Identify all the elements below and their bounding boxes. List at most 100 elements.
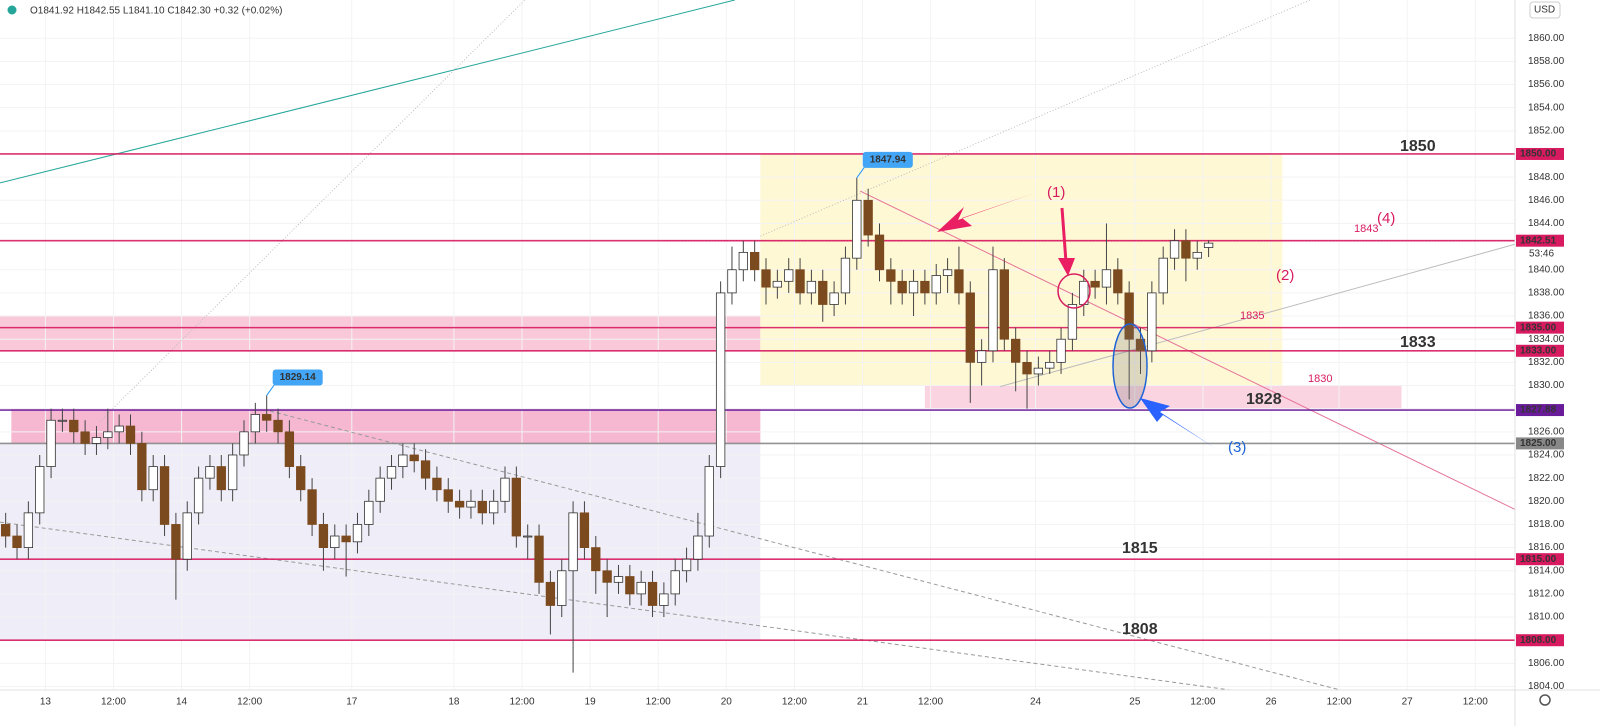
candle-body [1192, 251, 1202, 259]
marker-label: (4) [1377, 210, 1395, 227]
y-tick-label: 1804.00 [1528, 681, 1565, 692]
highlight-ellipse [1112, 323, 1148, 409]
candle-body [239, 431, 249, 456]
candle-body [670, 570, 680, 595]
y-tick-label: 1836.00 [1528, 311, 1565, 322]
x-tick-label: 12:00 [101, 697, 126, 708]
candle-body [1011, 338, 1021, 363]
candle-body [12, 535, 22, 549]
candle-body [591, 547, 601, 572]
candle-body [454, 500, 465, 508]
candle-body [1045, 361, 1055, 369]
zone [11, 408, 761, 444]
x-tick-label: 12:00 [237, 697, 262, 708]
x-tick-label: 17 [346, 697, 358, 708]
candle-body [443, 489, 453, 502]
level-label: 1842.51 [1520, 235, 1557, 246]
marker-label: (1) [1047, 184, 1065, 201]
candle-body [35, 466, 45, 514]
x-tick-label: 24 [1030, 697, 1042, 708]
y-tick-label: 1846.00 [1528, 195, 1565, 206]
candle-body [171, 524, 181, 560]
candle-body [511, 477, 522, 537]
candle-body [568, 512, 578, 572]
currency-button[interactable] [1529, 1, 1561, 19]
candle-body [296, 466, 306, 491]
level-note: 1808 [1122, 621, 1158, 638]
level-note: 1850 [1400, 138, 1436, 155]
candle-body [852, 199, 862, 259]
x-tick-label: 12:00 [918, 697, 943, 708]
candle-body [647, 581, 658, 606]
level-note: 1833 [1400, 334, 1436, 351]
candle-body [262, 414, 272, 421]
x-tick-label: 12:00 [1463, 697, 1488, 708]
candle-body [227, 454, 238, 491]
candle-body [500, 477, 510, 502]
candle-body [931, 275, 941, 294]
candle-body [795, 269, 805, 294]
candle-body [863, 199, 873, 236]
y-tick-label: 1860.00 [1528, 33, 1565, 44]
candle-body [330, 535, 340, 549]
candle-body [1101, 269, 1112, 288]
candle-body [46, 419, 56, 467]
candle-body [1022, 361, 1032, 375]
candle-body [908, 280, 919, 294]
candle-body [829, 292, 839, 305]
candle-body [182, 512, 192, 560]
y-tick-label: 1838.00 [1528, 288, 1565, 299]
level-note: 1843 [1354, 223, 1378, 235]
candle-body [137, 443, 147, 491]
candle-body [988, 269, 998, 352]
currency[interactable]: USD [1534, 5, 1555, 16]
candle-body [772, 280, 783, 288]
candle-body [602, 570, 612, 583]
x-tick-label: 13 [40, 697, 52, 708]
y-tick-label: 1856.00 [1528, 79, 1565, 90]
candle-body [976, 350, 987, 363]
y-tick-label: 1858.00 [1528, 56, 1565, 67]
x-tick-label: 12:00 [510, 697, 535, 708]
arrow [1058, 258, 1075, 276]
settings-button[interactable] [1539, 694, 1551, 706]
level-tag [1516, 437, 1564, 450]
x-tick-label: 12:00 [782, 697, 807, 708]
candle-body [193, 477, 204, 514]
level-label: 1833.00 [1520, 345, 1557, 356]
arrow [1140, 398, 1215, 448]
candle-body [375, 477, 385, 502]
candle-body [488, 500, 499, 514]
highlight-circle [1057, 273, 1091, 309]
y-tick-label: 1830.00 [1528, 380, 1565, 391]
countdown: 53:46 [1529, 249, 1554, 260]
level-label: 1835.00 [1520, 322, 1557, 333]
candle-body [613, 576, 624, 583]
y-tick-label: 1826.00 [1528, 426, 1565, 437]
candle-body [250, 414, 260, 433]
candle-body [942, 269, 953, 276]
candle-body [114, 425, 124, 433]
level-note: 1815 [1122, 540, 1158, 557]
y-tick-label: 1810.00 [1528, 612, 1565, 623]
x-tick-label: 14 [176, 697, 188, 708]
candle-body [91, 437, 102, 444]
candle-body [523, 535, 533, 538]
level-label: 1850.00 [1520, 149, 1557, 160]
ohlc-legend: O1841.92 H1842.55 L1841.10 C1842.30 +0.3… [30, 6, 282, 17]
trend-line [999, 243, 1515, 388]
trend-line [99, 0, 526, 422]
candle-body [1158, 257, 1168, 294]
level-note: 1835 [1240, 310, 1264, 322]
candle-body [125, 425, 136, 444]
level-tag [1516, 344, 1564, 357]
x-tick-label: 19 [585, 697, 597, 708]
candle-body [761, 269, 771, 288]
candle-body [920, 280, 930, 294]
marker-label: (3) [1228, 439, 1246, 456]
candle-body [409, 454, 419, 462]
x-tick-label: 25 [1129, 697, 1141, 708]
candle-body [874, 234, 885, 271]
candle-body [1147, 292, 1157, 352]
